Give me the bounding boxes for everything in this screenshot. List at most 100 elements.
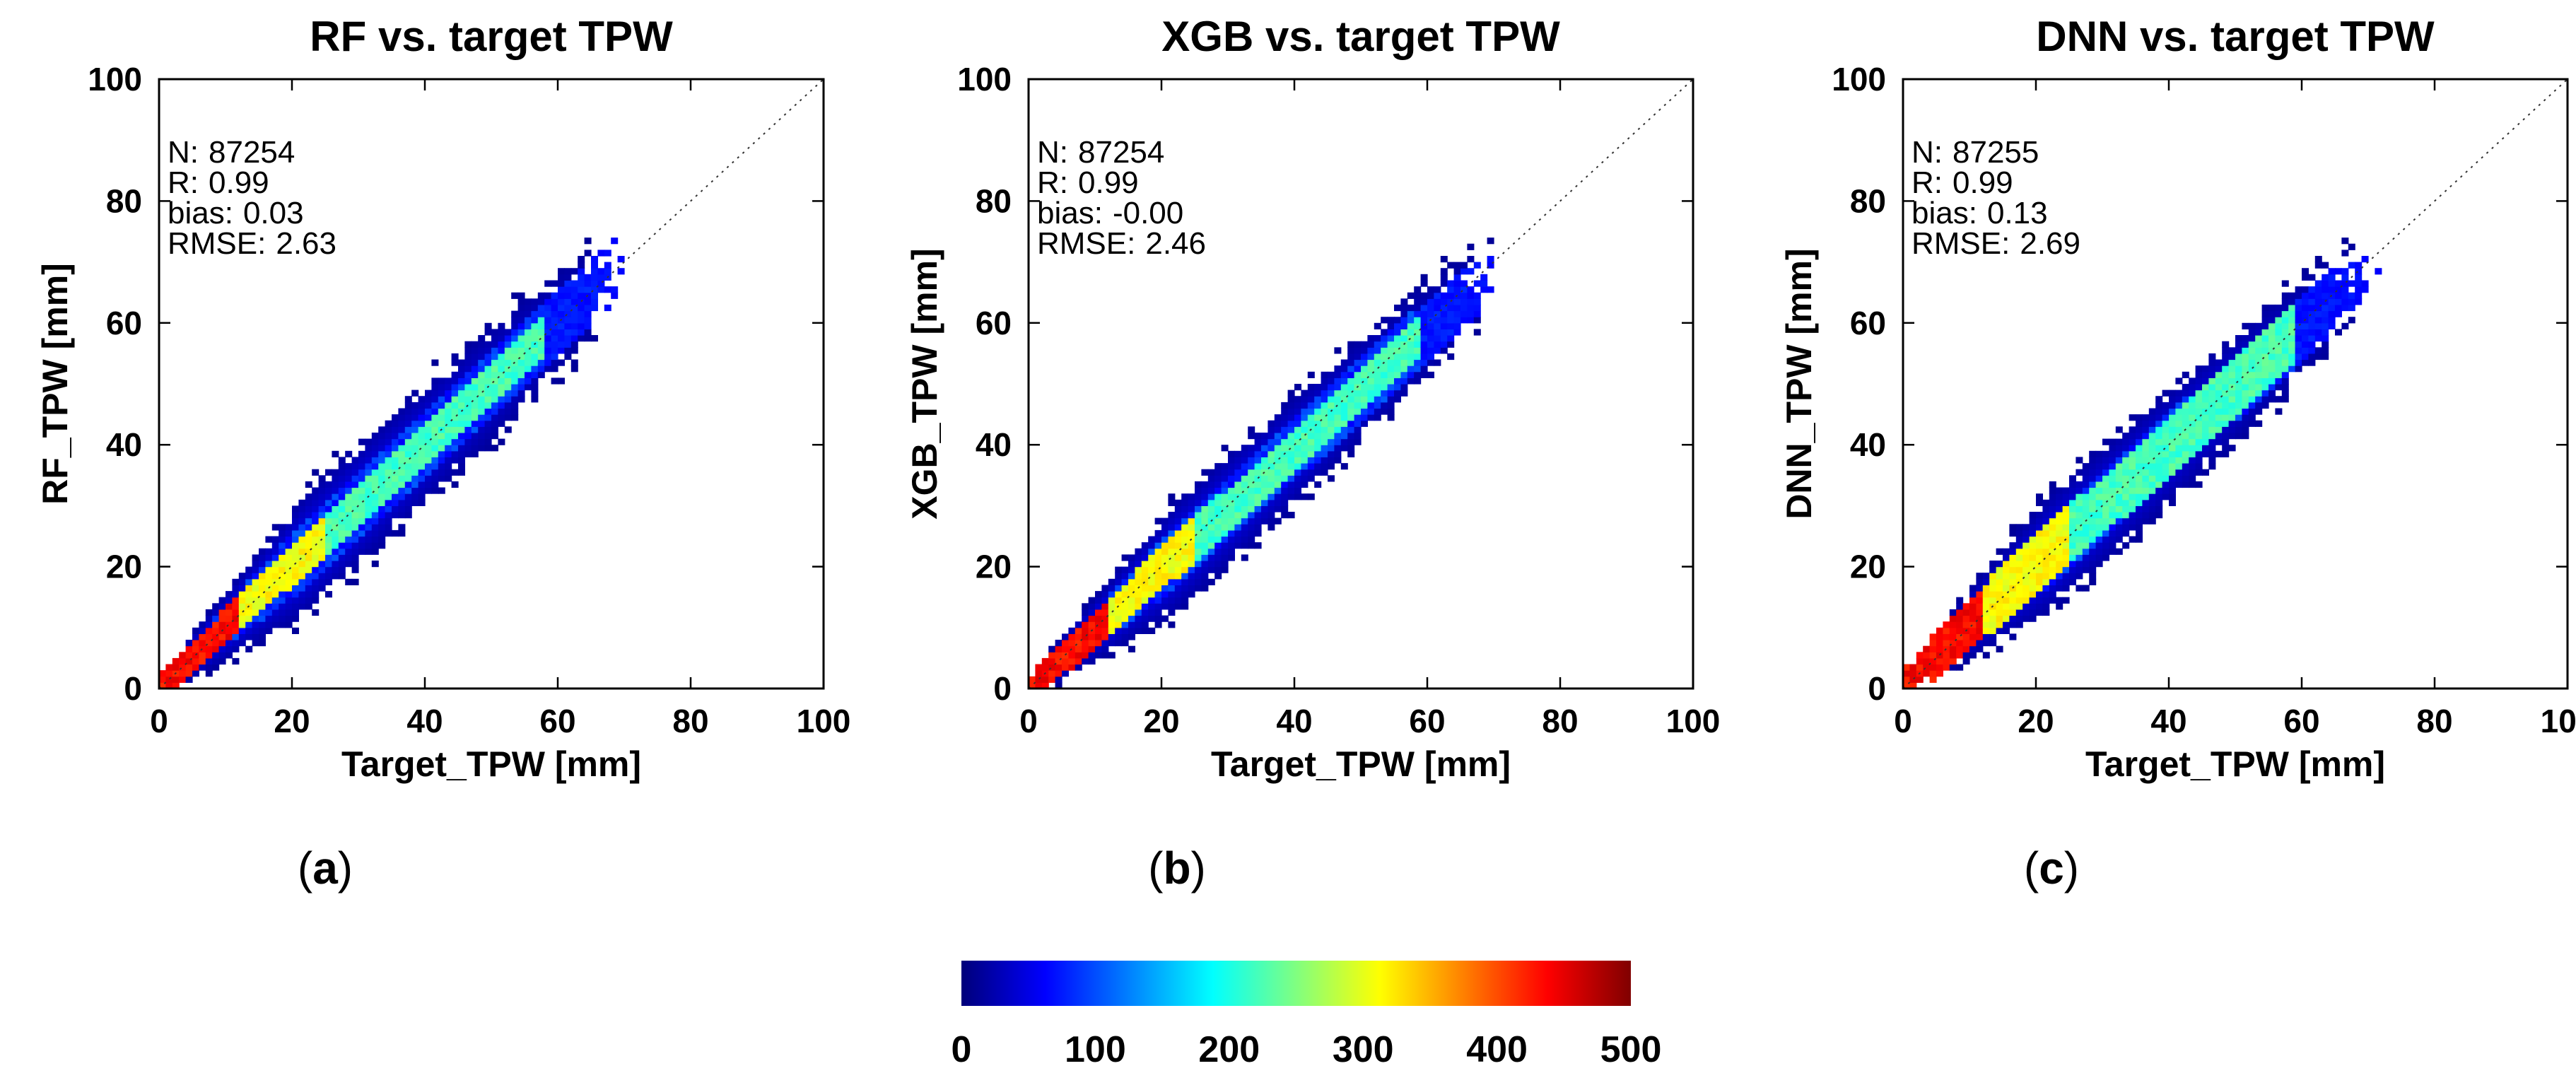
density-cell xyxy=(1228,542,1235,549)
panel-c-stat-rmse: 2.69 xyxy=(2020,226,2080,261)
density-cell xyxy=(2102,469,2109,476)
density-cell xyxy=(1936,633,1943,640)
density-cell xyxy=(1334,396,1342,403)
density-cell xyxy=(312,529,320,537)
density-cell xyxy=(2355,280,2363,287)
density-cell xyxy=(1374,347,1381,354)
density-cell xyxy=(498,347,505,354)
density-cell xyxy=(1161,529,1169,537)
density-cell xyxy=(2308,304,2316,312)
density-cell xyxy=(332,493,339,500)
density-cell xyxy=(2029,536,2037,543)
density-cell xyxy=(1207,529,1215,537)
density-cell xyxy=(1307,433,1315,440)
density-cell xyxy=(578,262,585,269)
density-cell xyxy=(1095,640,1102,647)
density-cell xyxy=(1195,561,1202,568)
density-cell xyxy=(1115,597,1123,604)
density-cell xyxy=(1394,377,1401,385)
density-cell xyxy=(1453,274,1461,281)
density-cell xyxy=(2302,359,2309,366)
density-cell xyxy=(445,377,452,385)
density-cell xyxy=(558,268,565,275)
density-cell xyxy=(2115,481,2123,488)
density-cell xyxy=(451,384,459,391)
density-cell xyxy=(292,536,299,543)
density-cell xyxy=(2248,420,2256,427)
density-cell xyxy=(1148,573,1156,580)
density-cell xyxy=(1347,359,1355,366)
density-cell xyxy=(2255,371,2263,378)
density-cell xyxy=(226,645,233,652)
density-cell xyxy=(2136,463,2143,470)
density-cell xyxy=(1321,408,1328,415)
density-cell xyxy=(345,499,353,506)
density-cell xyxy=(411,499,419,506)
density-cell xyxy=(1281,445,1289,452)
density-cell xyxy=(1420,329,1428,336)
density-cell xyxy=(2042,542,2050,549)
density-cell xyxy=(2015,578,2023,585)
density-cell xyxy=(1174,591,1182,598)
density-cell xyxy=(1460,310,1468,317)
density-cell xyxy=(1267,499,1275,506)
density-cell xyxy=(517,353,525,361)
density-cell xyxy=(1374,384,1381,391)
density-cell xyxy=(2155,463,2163,470)
density-cell xyxy=(1121,633,1129,640)
density-cell xyxy=(305,578,312,585)
density-cell xyxy=(464,426,472,433)
density-cell xyxy=(1048,664,1056,671)
density-cell xyxy=(478,420,486,427)
density-cell xyxy=(2222,408,2230,415)
density-cell xyxy=(551,365,558,373)
density-cell xyxy=(279,542,286,549)
density-cell xyxy=(325,517,332,525)
density-cell xyxy=(1234,524,1242,531)
density-cell xyxy=(1082,645,1089,652)
density-cell xyxy=(2136,505,2143,512)
density-cell xyxy=(1427,298,1434,305)
density-cell xyxy=(312,591,320,598)
density-cell xyxy=(358,493,365,500)
density-cell xyxy=(404,426,412,433)
density-cell xyxy=(1055,682,1062,689)
density-cell xyxy=(1201,548,1209,555)
density-cell xyxy=(2255,335,2263,342)
density-cell xyxy=(2102,463,2109,470)
density-cell xyxy=(199,633,206,640)
density-cell xyxy=(484,426,492,433)
density-cell xyxy=(1301,463,1309,470)
density-cell xyxy=(1274,493,1282,500)
density-cell xyxy=(458,359,465,366)
density-cell xyxy=(2095,505,2103,512)
density-cell xyxy=(252,597,259,604)
density-cell xyxy=(2115,457,2123,464)
density-cell xyxy=(578,268,585,275)
density-cell xyxy=(212,621,220,628)
density-cell xyxy=(1201,499,1209,506)
density-cell xyxy=(2355,292,2363,299)
density-cell xyxy=(1307,475,1315,482)
density-cell xyxy=(2142,475,2150,482)
density-cell xyxy=(511,329,519,336)
density-cell xyxy=(471,341,479,348)
density-cell xyxy=(1962,652,1970,659)
density-cell xyxy=(292,548,299,555)
density-cell xyxy=(511,292,519,299)
density-cell xyxy=(2189,377,2196,385)
density-cell xyxy=(2029,548,2037,555)
density-cell xyxy=(2268,377,2276,385)
density-cell xyxy=(1128,633,1135,640)
density-cell xyxy=(2109,463,2117,470)
density-cell xyxy=(525,317,532,324)
density-cell xyxy=(478,402,486,409)
density-cell xyxy=(2255,329,2263,336)
density-cell xyxy=(2195,420,2203,427)
density-cell xyxy=(1414,371,1422,378)
density-cell xyxy=(1996,561,2003,568)
density-cell xyxy=(438,433,445,440)
density-cell xyxy=(1407,329,1415,336)
density-cell xyxy=(551,310,558,317)
